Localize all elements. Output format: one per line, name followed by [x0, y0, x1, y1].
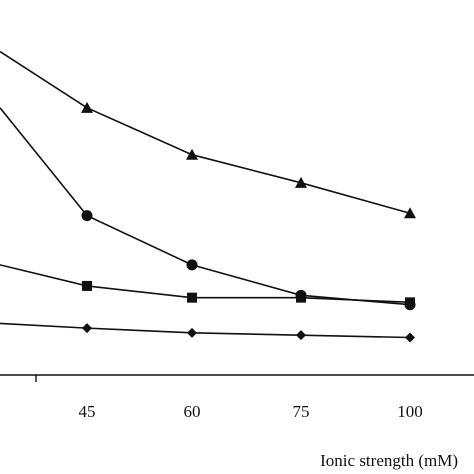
x-tick-label-100: 100 [397, 402, 423, 421]
series-line-circle [0, 107, 411, 306]
point-diamond-75 [296, 330, 306, 341]
series-line-diamond [0, 322, 411, 339]
series-diamond [0, 322, 415, 343]
point-square-45 [82, 280, 92, 291]
x-tick-label-60: 60 [184, 402, 201, 421]
point-square-100 [405, 297, 415, 308]
point-circle-45 [81, 210, 93, 222]
series-triangle [0, 50, 416, 219]
series-line-triangle [0, 50, 411, 215]
x-tick-labels: 45 60 75 100 [35, 375, 423, 421]
point-triangle-75 [295, 176, 307, 188]
point-triangle-100 [404, 207, 416, 219]
point-diamond-60 [187, 327, 197, 338]
point-square-75 [296, 292, 306, 303]
point-triangle-45 [81, 101, 93, 113]
plot-area [0, 50, 416, 343]
x-tick-label-45: 45 [79, 402, 96, 421]
point-square-60 [187, 292, 197, 303]
series-square [0, 264, 415, 308]
point-diamond-45 [82, 323, 92, 334]
point-diamond-100 [405, 332, 415, 343]
x-axis-title: Ionic strength (mM) [320, 451, 458, 470]
series-line-square [0, 264, 411, 304]
point-triangle-60 [186, 148, 198, 160]
x-tick-label-75: 75 [293, 402, 310, 421]
point-circle-60 [186, 259, 198, 271]
